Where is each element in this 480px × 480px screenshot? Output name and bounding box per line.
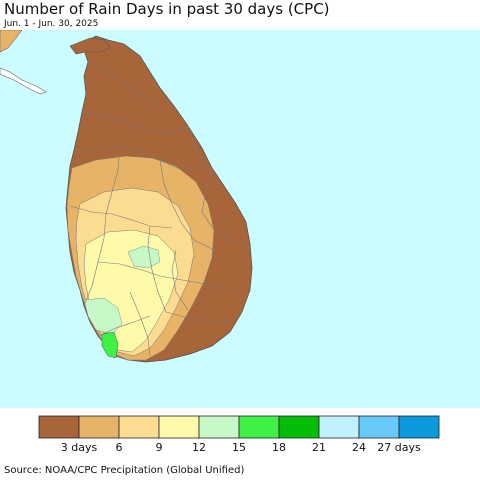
legend-tick-label: 6 (115, 441, 123, 454)
jaffna-peninsula (69, 37, 111, 55)
legend-tick-label: 27 days (377, 441, 421, 454)
sri-lanka-rain-days-map (0, 30, 480, 408)
legend-tick-label: 12 (192, 441, 206, 454)
legend-colorbar (38, 415, 440, 439)
legend-tick-label: 21 (312, 441, 326, 454)
legend-tick-label: 9 (155, 441, 163, 454)
legend-tick-label: 18 (272, 441, 286, 454)
legend-tick-label: 3 days (60, 441, 98, 454)
legend-tick-label: 24 (352, 441, 366, 454)
date-range-subtitle: Jun. 1 - Jun. 30, 2025 (4, 19, 99, 29)
source-credit: Source: NOAA/CPC Precipitation (Global U… (4, 465, 245, 476)
legend-swatch-5 (198, 415, 240, 439)
legend-swatch-10 (398, 415, 440, 439)
rain-zone-18 (101, 331, 119, 359)
legend-tick-label: 15 (232, 441, 246, 454)
legend-swatch-9 (358, 415, 400, 439)
map-title: Number of Rain Days in past 30 days (CPC… (4, 0, 330, 18)
legend-swatch-6 (238, 415, 280, 439)
rain-zone-15-southwest (83, 297, 123, 335)
rain-zone-15-central (127, 245, 161, 269)
legend-swatch-1 (38, 415, 80, 439)
india-islands (0, 67, 47, 95)
legend-swatch-2 (78, 415, 120, 439)
legend-swatch-8 (318, 415, 360, 439)
india-landmass (0, 30, 23, 53)
district-boundaries (69, 61, 249, 357)
legend-swatch-3 (118, 415, 160, 439)
legend-swatch-7 (278, 415, 320, 439)
legend-swatch-4 (158, 415, 200, 439)
